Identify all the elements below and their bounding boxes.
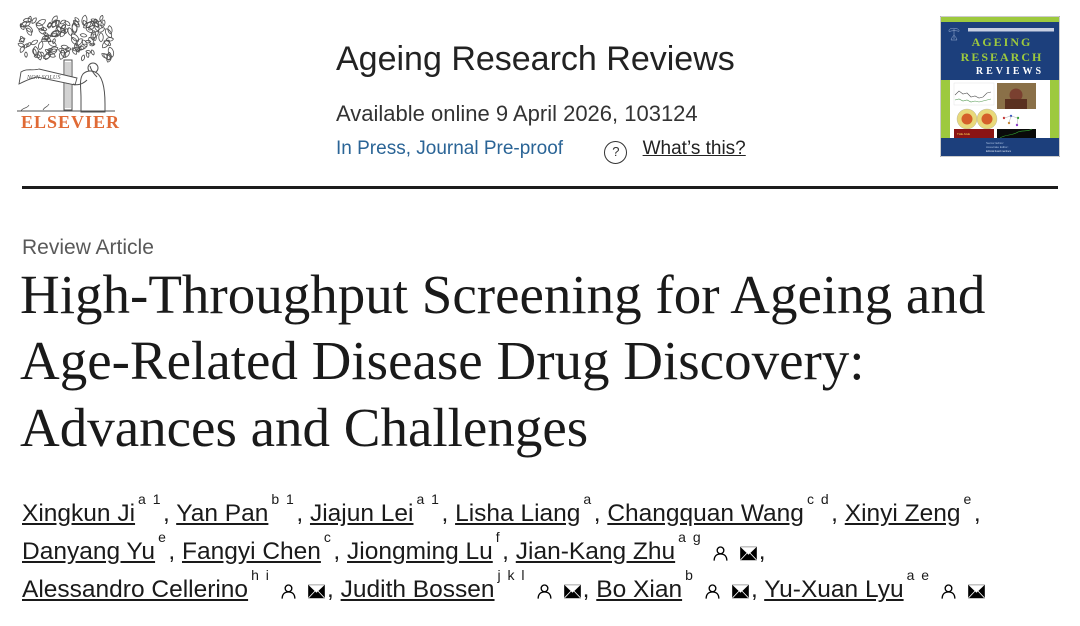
- svg-text:RESEARCH: RESEARCH: [961, 50, 1044, 64]
- svg-text:Editorial board members: Editorial board members: [986, 150, 1012, 153]
- svg-text:Associate Editor:: Associate Editor:: [986, 145, 1009, 149]
- svg-text:REVIEWS: REVIEWS: [976, 66, 1044, 77]
- svg-text:THE AGE: THE AGE: [957, 132, 970, 136]
- svg-text:AGEING: AGEING: [972, 35, 1033, 49]
- svg-text:NON SOLUS: NON SOLUS: [26, 75, 61, 81]
